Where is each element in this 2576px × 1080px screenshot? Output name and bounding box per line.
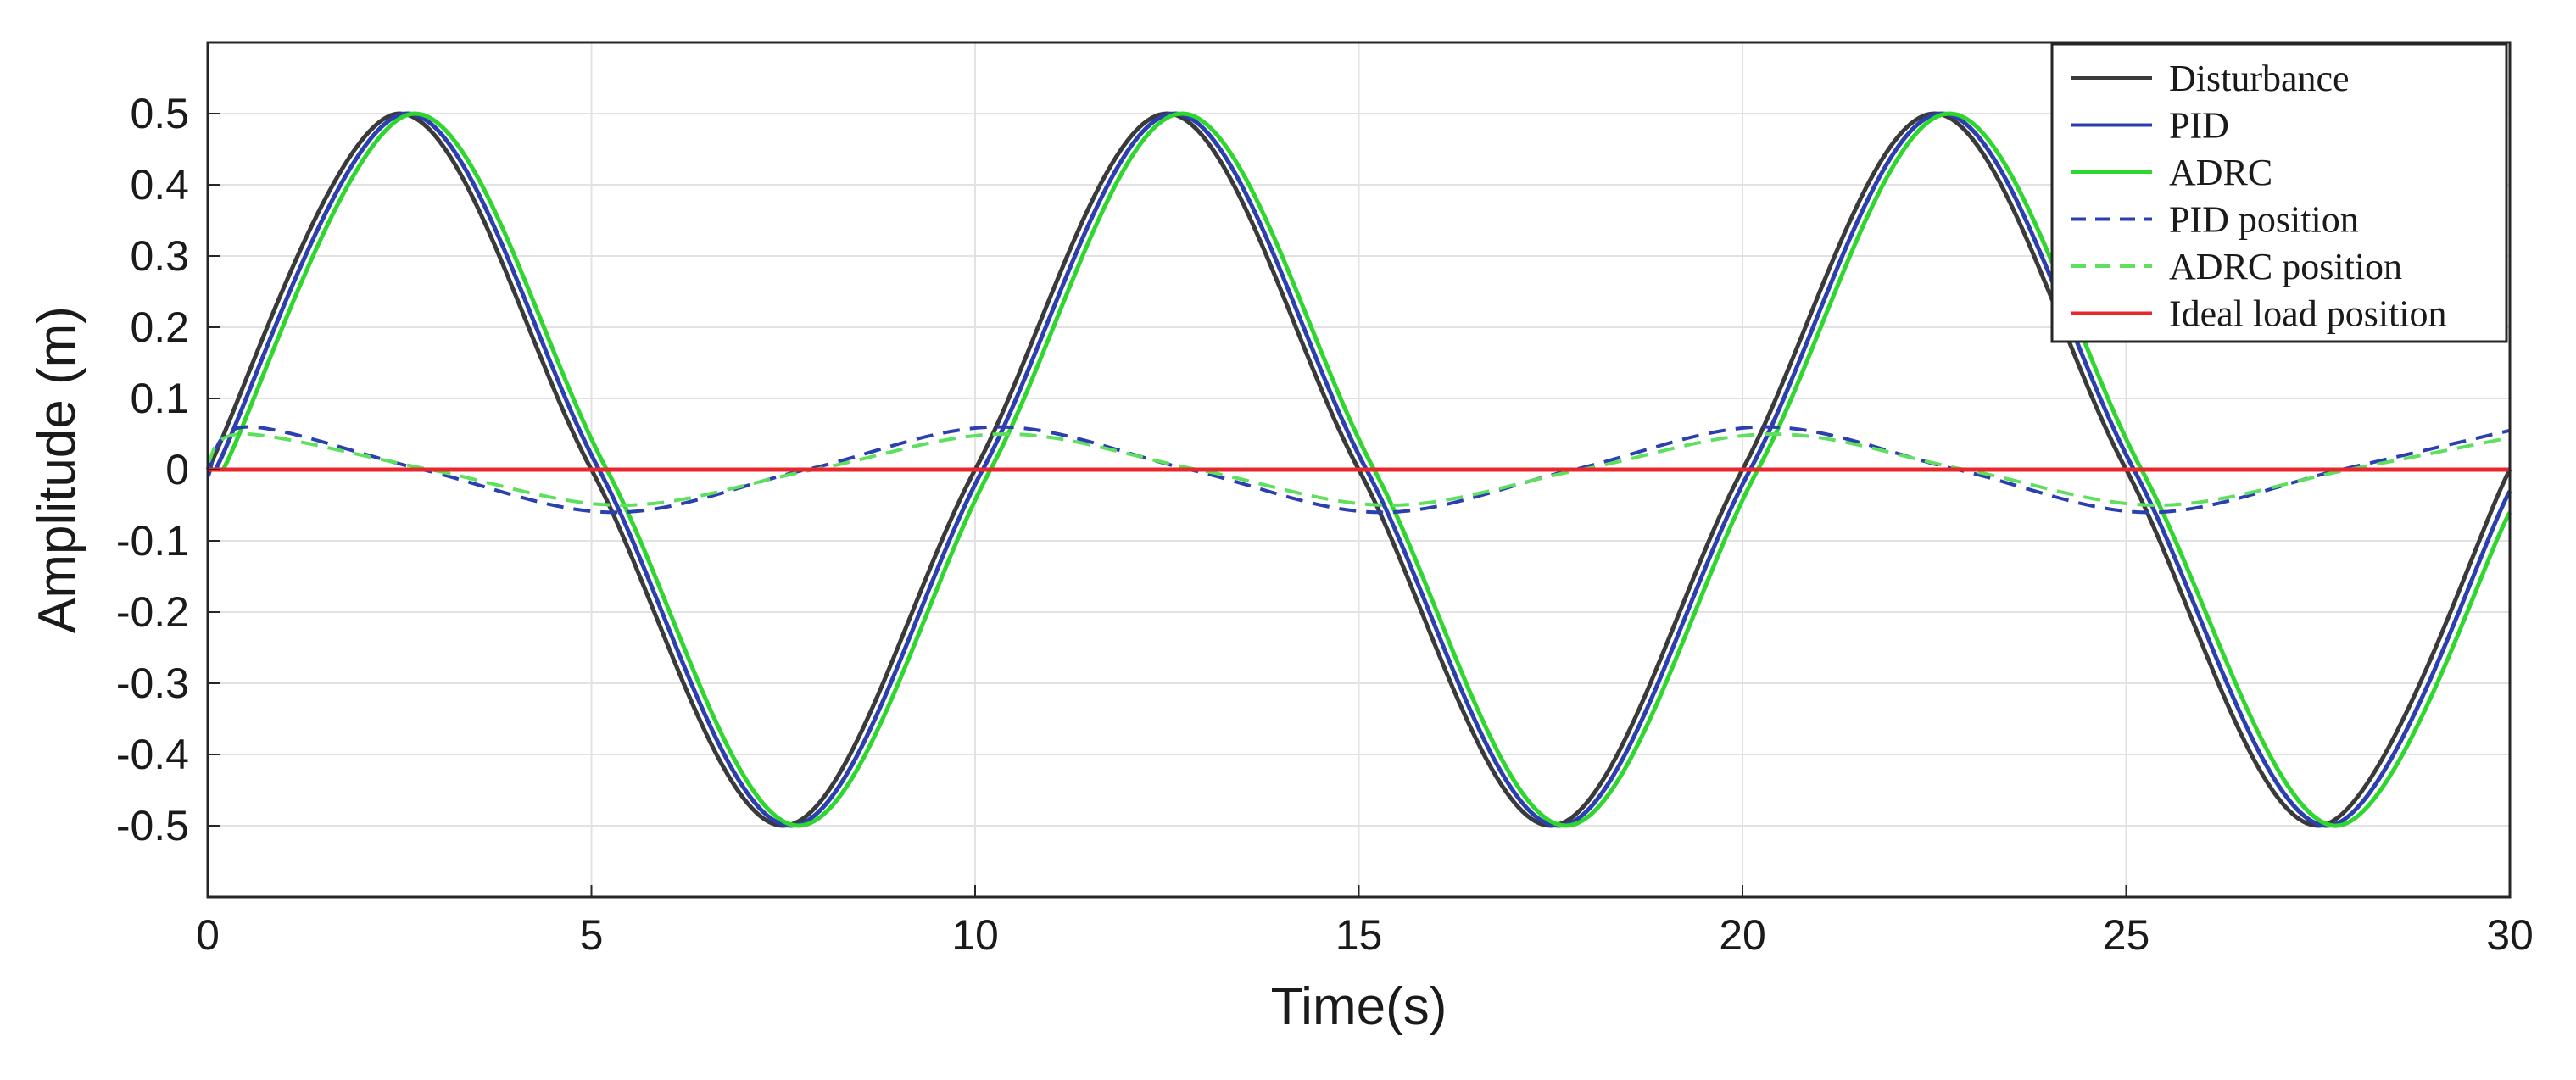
legend-box: [2050, 42, 2508, 343]
legend: Disturbance PID ADRC PID position ADRC posit…: [2050, 42, 2508, 343]
y-tick-label: 0.2: [130, 303, 189, 351]
x-tick-label: 30: [2486, 911, 2534, 959]
y-tick-label: -0.2: [116, 588, 189, 636]
x-tick-label: 10: [951, 911, 999, 959]
series-layer: [205, 111, 2512, 828]
legend-label-adrc-position: ADRC position: [2169, 246, 2402, 287]
y-tick-label: 0: [165, 446, 189, 493]
x-axis-ticks: 0 5 10 15 20 25 30: [196, 885, 2534, 959]
y-tick-label: -0.1: [116, 517, 189, 565]
y-tick-label: 0.3: [130, 232, 189, 280]
series-line-pid-position: [206, 425, 2511, 515]
y-axis-title: Amplitude (m): [28, 306, 86, 633]
legend-label-pid: PID: [2169, 105, 2229, 147]
y-tick-label: 0.5: [130, 90, 189, 137]
x-tick-label: 25: [2103, 911, 2150, 959]
y-tick-label: 0.1: [130, 375, 189, 422]
series-line-adrc-position: [206, 431, 2511, 507]
x-axis-title: Time(s): [1271, 977, 1447, 1036]
legend-label-ideal-load-position: Ideal load position: [2169, 293, 2447, 335]
y-tick-label: -0.3: [116, 660, 189, 707]
y-tick-label: -0.4: [116, 731, 189, 778]
x-tick-label: 0: [196, 911, 220, 959]
y-tick-label: 0.4: [130, 161, 189, 209]
y-axis-ticks: 0.5 0.4 0.3 0.2 0.1 0 -0.1 -0.2 -0.3 -0.4 -0.5: [116, 90, 220, 849]
y-tick-label: -0.5: [116, 802, 189, 849]
x-tick-label: 20: [1719, 911, 1766, 959]
x-tick-label: 5: [580, 911, 604, 959]
x-tick-label: 15: [1335, 911, 1383, 959]
legend-label-adrc: ADRC: [2169, 152, 2272, 193]
legend-label-pid-position: PID position: [2169, 199, 2359, 241]
legend-label-disturbance: Disturbance: [2169, 58, 2350, 99]
